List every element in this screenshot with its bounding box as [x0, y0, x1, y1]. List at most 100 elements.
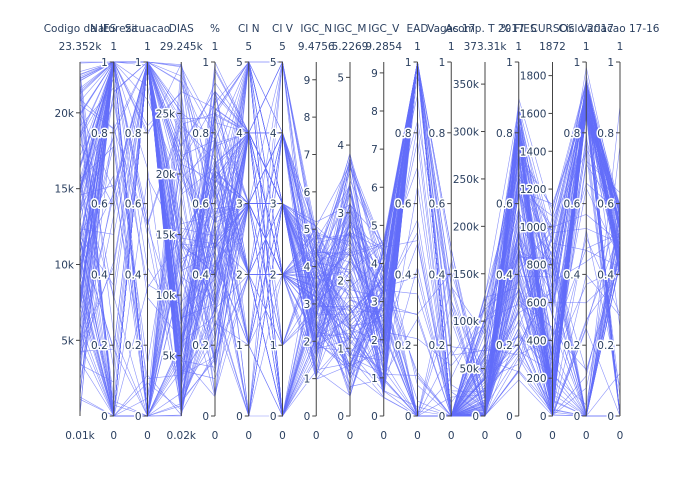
axis-range-max: 1 [110, 41, 117, 53]
axis-range-min: 0 [414, 430, 421, 442]
tick-label: 0.4 [564, 269, 581, 281]
tick-label: 5k [162, 351, 176, 363]
axis-ciclo-2017[interactable]: 0 0.2 0.4 0.6 0.8 1 Ciclo 2017 1 0 [559, 23, 614, 442]
tick-label: 0 [574, 411, 581, 423]
axis-cursos[interactable]: 0 200 400 600 800 1000 1200 1400 1600 1800 CURSOS 1… [518, 23, 575, 442]
axis-range-max: 23.352k [59, 41, 103, 53]
tick-label: 0.6 [395, 199, 412, 211]
tick-label: 3 [371, 297, 378, 309]
axis-ci-n[interactable]: 0 1 2 3 4 5 CI N 5 0 [235, 23, 260, 442]
axis-range-min: 0 [212, 430, 219, 442]
axis-title: CURSOS [531, 23, 575, 35]
axis-title: IGC_M [334, 23, 367, 35]
tick-label: 2 [270, 269, 277, 281]
axis-ead[interactable]: 0 0.2 0.4 0.6 0.8 1 EAD 1 0 [393, 23, 429, 442]
tick-label: 5 [304, 224, 311, 236]
axis-title: IGC_V [368, 23, 400, 35]
axis-title: EAD [407, 23, 429, 35]
tick-label: 2 [236, 269, 243, 281]
axis-title: Ciclo 2017 [559, 23, 614, 35]
tick-label: 0 [405, 411, 412, 423]
axis-title: Codigo da IES [44, 23, 117, 35]
tick-label: 1 [135, 57, 142, 69]
axis-range-min: 0 [245, 430, 252, 442]
tick-label: 15k [55, 184, 75, 196]
tick-label: 4 [371, 259, 378, 271]
axis-title: Variacao 17-16 [581, 23, 660, 35]
tick-label: 0.8 [91, 128, 108, 140]
tick-label: 4 [304, 262, 311, 274]
axis-variacao-17-16[interactable]: 0 0.2 0.4 0.6 0.8 1 Variacao 17-16 1 0 [581, 23, 660, 442]
axis-igc-n[interactable]: 0 1 2 3 4 5 6 7 8 9 IGC_N 9.4756 0 [298, 23, 335, 442]
tick-label: 10k [156, 290, 176, 302]
tick-label: 0.8 [395, 128, 412, 140]
tick-label: 350k [453, 79, 480, 91]
axis-vagas-17[interactable]: 0 0.2 0.4 0.6 0.8 1 Vagas 17 1 0 [427, 23, 475, 442]
tick-label: 0 [607, 411, 614, 423]
tick-label: 0 [337, 411, 344, 423]
axis-range-min: 0 [549, 430, 556, 442]
tick-label: 5 [337, 72, 344, 84]
axis-range-min: 0 [448, 430, 455, 442]
axis-title: Natureza [90, 23, 138, 35]
tick-label: 1 [607, 57, 614, 69]
tick-label: 0 [472, 411, 479, 423]
tick-label: 0.6 [429, 199, 446, 211]
tick-label: 1 [574, 57, 581, 69]
tick-label: 0.6 [192, 199, 209, 211]
tick-label: 0.8 [496, 128, 513, 140]
tick-label: 5 [270, 57, 277, 69]
axis-dias[interactable]: 5k 10k 15k 20k 25k DIAS 29.245k 0.02k [154, 23, 204, 442]
axis-[interactable]: 0 0.2 0.4 0.6 0.8 1% 1 0 [191, 23, 220, 442]
axis-natureza[interactable]: 0 0.2 0.4 0.6 0.8 1 Natureza 1 0 [90, 23, 138, 442]
axis-situacao[interactable]: 0 0.2 0.4 0.6 0.8 1 Situacao 1 0 [123, 23, 170, 442]
axis-codigo-da-ies[interactable]: 5k 10k 15k 20k Codigo da IES 23.352k 0.01k [44, 23, 117, 442]
axis-range-max: 1 [414, 41, 421, 53]
axis-title: % [210, 23, 220, 35]
tick-label: 0.4 [496, 269, 513, 281]
axis-igc-m[interactable]: 0 1 2 3 4 5 IGC_M 5.2269 0 [332, 23, 369, 442]
axis-acomp-t-2017[interactable]: 0 50k 100k 150k 200k 250k 300k 350k Acomp. T 201… [445, 23, 524, 442]
axis-igc-v[interactable]: 0 1 2 3 4 5 6 7 8 9 IGC_V 9.2854 0 [365, 23, 402, 442]
axis-title: Vagas 17 [427, 23, 475, 35]
tick-label: 1 [304, 374, 311, 386]
tick-label: 0.4 [192, 269, 209, 281]
tick-label: 0.8 [429, 128, 446, 140]
tick-label: 0 [270, 411, 277, 423]
tick-label: 250k [453, 174, 480, 186]
tick-label: 150k [453, 269, 480, 281]
axis-range-max: 1872 [539, 41, 566, 53]
axis-range-min: 0 [515, 430, 522, 442]
tick-label: 1 [405, 57, 412, 69]
tick-label: 6 [371, 182, 378, 194]
tick-label: 2 [337, 276, 344, 288]
axis-range-min: 0 [482, 430, 489, 442]
tick-label: 0.8 [192, 128, 209, 140]
tick-label: 0.8 [564, 128, 581, 140]
axis-range-max: 5 [245, 41, 252, 53]
axis-fies[interactable]: 0 0.2 0.4 0.6 0.8 1 % FIES 1 0 [495, 23, 537, 442]
tick-label: 50k [460, 364, 480, 376]
tick-label: 1400 [520, 146, 547, 158]
axis-range-max: 1 [212, 41, 219, 53]
tick-label: 3 [236, 199, 243, 211]
tick-label: 1200 [520, 184, 547, 196]
tick-label: 4 [270, 128, 277, 140]
tick-label: 3 [270, 199, 277, 211]
tick-label: 20k [156, 169, 176, 181]
tick-label: 0.4 [429, 269, 446, 281]
tick-label: 0 [304, 411, 311, 423]
axis-ci-v[interactable]: 0 1 2 3 4 5 CI V 5 0 [268, 23, 294, 442]
tick-label: 0.6 [91, 199, 108, 211]
tick-label: 0 [101, 411, 108, 423]
tick-label: 0.2 [91, 340, 108, 352]
tick-label: 200k [453, 221, 480, 233]
tick-label: 0.2 [395, 340, 412, 352]
tick-label: 200 [526, 373, 546, 385]
tick-label: 800 [526, 260, 546, 272]
tick-label: 1600 [520, 108, 547, 120]
axis-range-max: 5.2269 [332, 41, 369, 53]
tick-label: 600 [526, 298, 546, 310]
tick-label: 1 [101, 57, 108, 69]
